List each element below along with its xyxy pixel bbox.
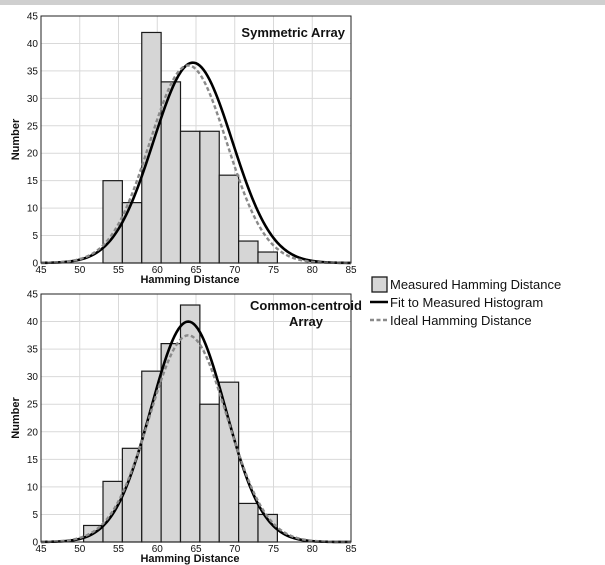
ideal-curve: [40, 334, 352, 544]
x-axis-label: Hamming Distance: [140, 553, 239, 565]
y-tick-label: 15: [27, 176, 39, 187]
histogram-bar: [141, 370, 162, 543]
x-tick-label: 70: [229, 544, 241, 555]
y-tick-label: 30: [27, 372, 39, 383]
y-tick-label: 0: [32, 259, 38, 270]
y-axis-label: Number: [10, 118, 22, 160]
panel-title-line: Array: [289, 314, 324, 329]
y-tick-label: 10: [27, 482, 39, 493]
y-tick-label: 10: [27, 204, 39, 215]
x-tick-label: 65: [190, 544, 202, 555]
histogram-bar: [102, 180, 123, 264]
legend-swatch-measured: [371, 276, 388, 293]
panel-title: Common-centroid Array: [250, 298, 362, 329]
histogram-bar: [199, 403, 220, 543]
x-tick-label: 85: [345, 265, 357, 276]
y-tick-label: 20: [27, 149, 39, 160]
legend-label: Ideal Hamming Distance: [390, 313, 532, 328]
y-tick-label: 15: [27, 455, 39, 466]
x-tick-label: 80: [307, 265, 319, 276]
y-tick-label: 25: [27, 400, 39, 411]
panel-title: Symmetric Array: [241, 25, 345, 40]
legend-label: Measured Hamming Distance: [390, 277, 561, 292]
x-tick-label: 55: [113, 265, 125, 276]
panel-title-line: Common-centroid: [250, 298, 362, 313]
legend-label: Fit to Measured Histogram: [390, 295, 543, 310]
y-tick-label: 35: [27, 345, 39, 356]
x-tick-label: 50: [74, 265, 86, 276]
x-tick-label: 55: [113, 544, 125, 555]
x-tick-label: 75: [268, 544, 280, 555]
histogram-bar: [238, 240, 259, 264]
y-axis-label: Number: [10, 397, 22, 439]
y-tick-label: 45: [27, 290, 39, 301]
x-tick-label: 45: [35, 544, 47, 555]
y-tick-label: 35: [27, 66, 39, 77]
histogram-bar: [238, 502, 259, 543]
x-tick-label: 65: [190, 265, 202, 276]
y-tick-label: 5: [32, 231, 38, 242]
x-tick-label: 50: [74, 544, 86, 555]
y-tick-label: 30: [27, 94, 39, 105]
histogram-bar: [218, 174, 240, 264]
x-axis-label: Hamming Distance: [140, 274, 239, 286]
x-tick-label: 70: [229, 265, 241, 276]
histogram-bar: [199, 130, 220, 264]
x-tick-label: 85: [345, 544, 357, 555]
histogram-bar: [179, 130, 201, 264]
y-tick-label: 45: [27, 12, 39, 23]
top-border: [0, 0, 605, 5]
legend: Measured Hamming Distance Fit to Measured…: [370, 276, 561, 328]
axes-frame: [40, 293, 352, 543]
histogram-bar: [257, 251, 278, 264]
y-tick-label: 20: [27, 427, 39, 438]
x-tick-label: 60: [152, 544, 164, 555]
y-tick-label: 40: [27, 39, 39, 50]
x-tick-label: 75: [268, 265, 280, 276]
x-tick-label: 45: [35, 265, 47, 276]
y-tick-label: 5: [32, 510, 38, 521]
ideal-curve: [40, 64, 352, 265]
y-tick-label: 25: [27, 121, 39, 132]
histogram-bar: [121, 447, 143, 543]
panel-symmetric-array: 45 50 55 60 65 70 75 80 85 0 5 10 15 20 25 30 35 40 45 Hamm…: [10, 12, 357, 287]
panel-common-centroid-array: 45 50 55 60 65 70 75 80 85 0 5 10 15 20 25 30 35 40 45 Hamm…: [10, 290, 362, 565]
y-tick-label: 0: [32, 538, 38, 549]
x-tick-label: 60: [152, 265, 164, 276]
y-tick-label: 40: [27, 317, 39, 328]
histogram-bar: [218, 381, 240, 543]
x-tick-label: 80: [307, 544, 319, 555]
axes-frame: [40, 15, 352, 264]
